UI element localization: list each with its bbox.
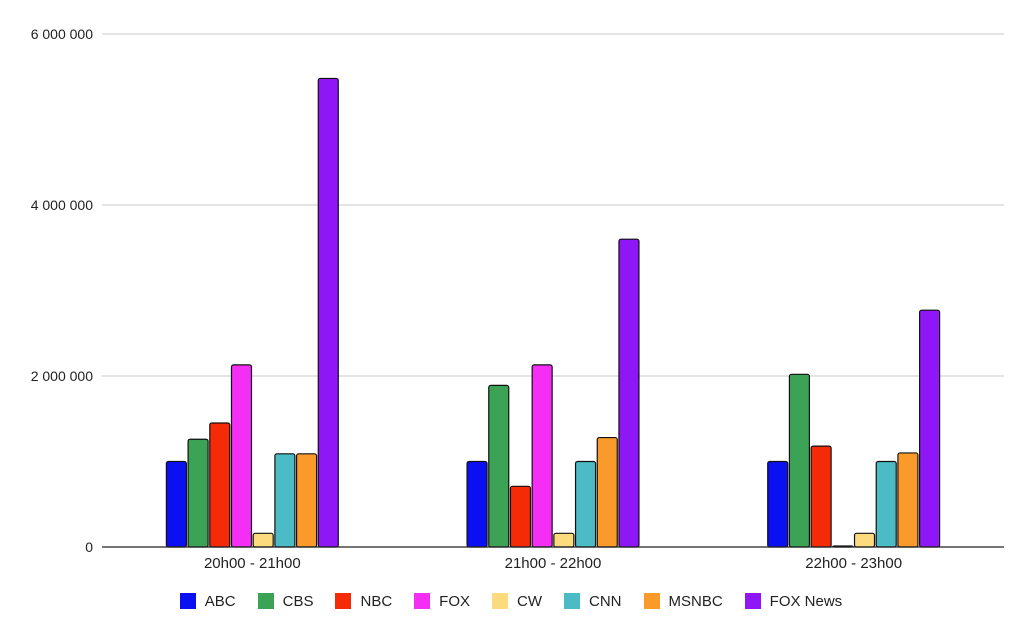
legend-label: FOX: [439, 592, 470, 610]
bar-msnbc: [596, 436, 618, 548]
bar-abc: [165, 460, 187, 548]
legend-swatch: [564, 593, 580, 609]
x-axis-category-labels: 20h00 - 21h00 21h00 - 22h00 22h00 - 23h00: [204, 555, 902, 572]
legend-item: FOX News: [744, 592, 843, 610]
bar-fox-news: [618, 238, 640, 548]
legend-label: CNN: [589, 592, 622, 610]
legend-label: CW: [517, 592, 542, 610]
x-category-label: 22h00 - 23h00: [805, 555, 902, 572]
legend-label: FOX News: [769, 592, 843, 610]
legend: ABC CBS NBC FOX CW CNN MSNBC FOX News: [0, 589, 1022, 613]
bar-fox-news: [919, 309, 941, 548]
bar-msnbc: [897, 452, 919, 548]
bar-cbs: [187, 438, 209, 548]
legend-item: MSNBC: [643, 592, 723, 610]
bar-group: [767, 309, 941, 548]
bar-nbc: [509, 485, 532, 548]
bar-cw: [853, 532, 876, 548]
bar-fox: [531, 364, 553, 548]
bar-cbs: [788, 373, 811, 548]
bar-cnn: [574, 460, 597, 548]
legend-label: ABC: [204, 592, 236, 610]
bar-cnn: [875, 460, 897, 548]
bar-cw: [252, 532, 274, 548]
legend-item: CBS: [257, 592, 314, 610]
bar-cbs: [488, 384, 510, 548]
bar-fox: [230, 364, 253, 548]
bar-abc: [767, 460, 789, 548]
bars: [165, 77, 941, 548]
gridlines: [102, 33, 1004, 377]
bar-msnbc: [295, 453, 318, 548]
legend-item: NBC: [335, 593, 392, 610]
bar-abc: [466, 460, 488, 548]
legend-swatch: [257, 593, 274, 609]
bar-group: [165, 77, 339, 548]
legend-swatch: [744, 593, 761, 609]
legend-label: CBS: [282, 592, 314, 610]
legend-label: MSNBC: [668, 592, 723, 610]
legend-swatch: [335, 593, 352, 609]
legend-swatch: [414, 593, 431, 609]
y-axis-tick-labels: 0 2 000 000 4 000 000 6 000 000: [31, 26, 94, 555]
legend-swatch: [179, 593, 196, 609]
legend-item: ABC: [179, 592, 236, 610]
y-tick-label: 6 000 000: [31, 26, 93, 42]
legend-swatch: [643, 593, 660, 609]
x-category-label: 21h00 - 22h00: [505, 555, 602, 572]
legend-item: CW: [492, 593, 542, 610]
bar-fox-news: [317, 77, 339, 548]
y-tick-label: 0: [85, 539, 93, 555]
bar-group: [466, 238, 640, 548]
bar-cnn: [274, 453, 296, 548]
bar-nbc: [209, 422, 231, 548]
y-tick-label: 2 000 000: [31, 368, 93, 384]
legend-swatch: [492, 593, 508, 609]
y-tick-label: 4 000 000: [31, 197, 93, 213]
x-category-label: 20h00 - 21h00: [204, 555, 301, 572]
legend-label: NBC: [360, 592, 393, 610]
legend-item: FOX: [414, 593, 470, 610]
bar-cw: [553, 532, 575, 548]
legend-item: CNN: [564, 593, 622, 610]
bar-nbc: [810, 445, 832, 548]
